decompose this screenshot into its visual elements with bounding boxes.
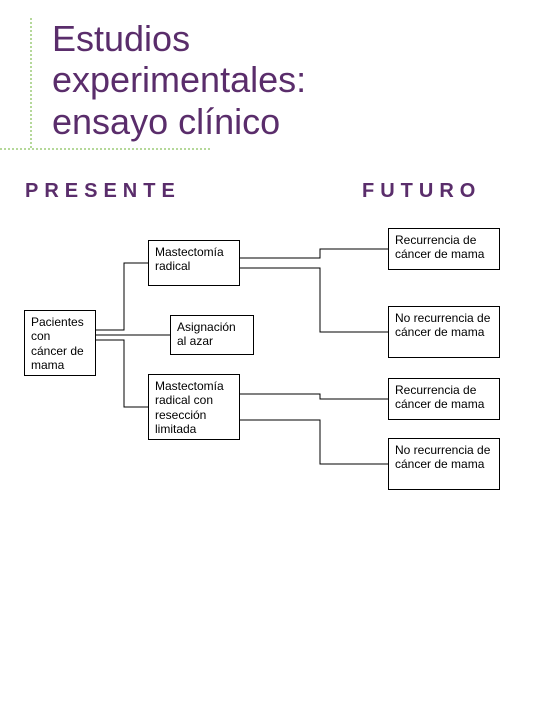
flowchart-node-rec2: Recurrencia de cáncer de mama — [388, 378, 500, 420]
title-dotted-decoration-v — [30, 18, 32, 148]
section-presente-label: PRESENTE — [25, 180, 181, 203]
flowchart-node-rec1: Recurrencia de cáncer de mama — [388, 228, 500, 270]
flowchart-node-pacientes: Pacientes con cáncer de mama — [24, 310, 96, 376]
flowchart-node-norec2: No recurrencia de cáncer de mama — [388, 438, 500, 490]
flowchart-node-mast_rad: Mastectomía radical — [148, 240, 240, 286]
title-dotted-decoration-h — [0, 148, 210, 150]
slide-title: Estudiosexperimentales:ensayo clínico — [52, 18, 306, 142]
section-futuro-label: FUTURO — [362, 180, 481, 203]
flowchart-node-asign: Asignación al azar — [170, 315, 254, 355]
flowchart-node-mast_lim: Mastectomía radical con resección limita… — [148, 374, 240, 440]
flowchart-node-norec1: No recurrencia de cáncer de mama — [388, 306, 500, 358]
